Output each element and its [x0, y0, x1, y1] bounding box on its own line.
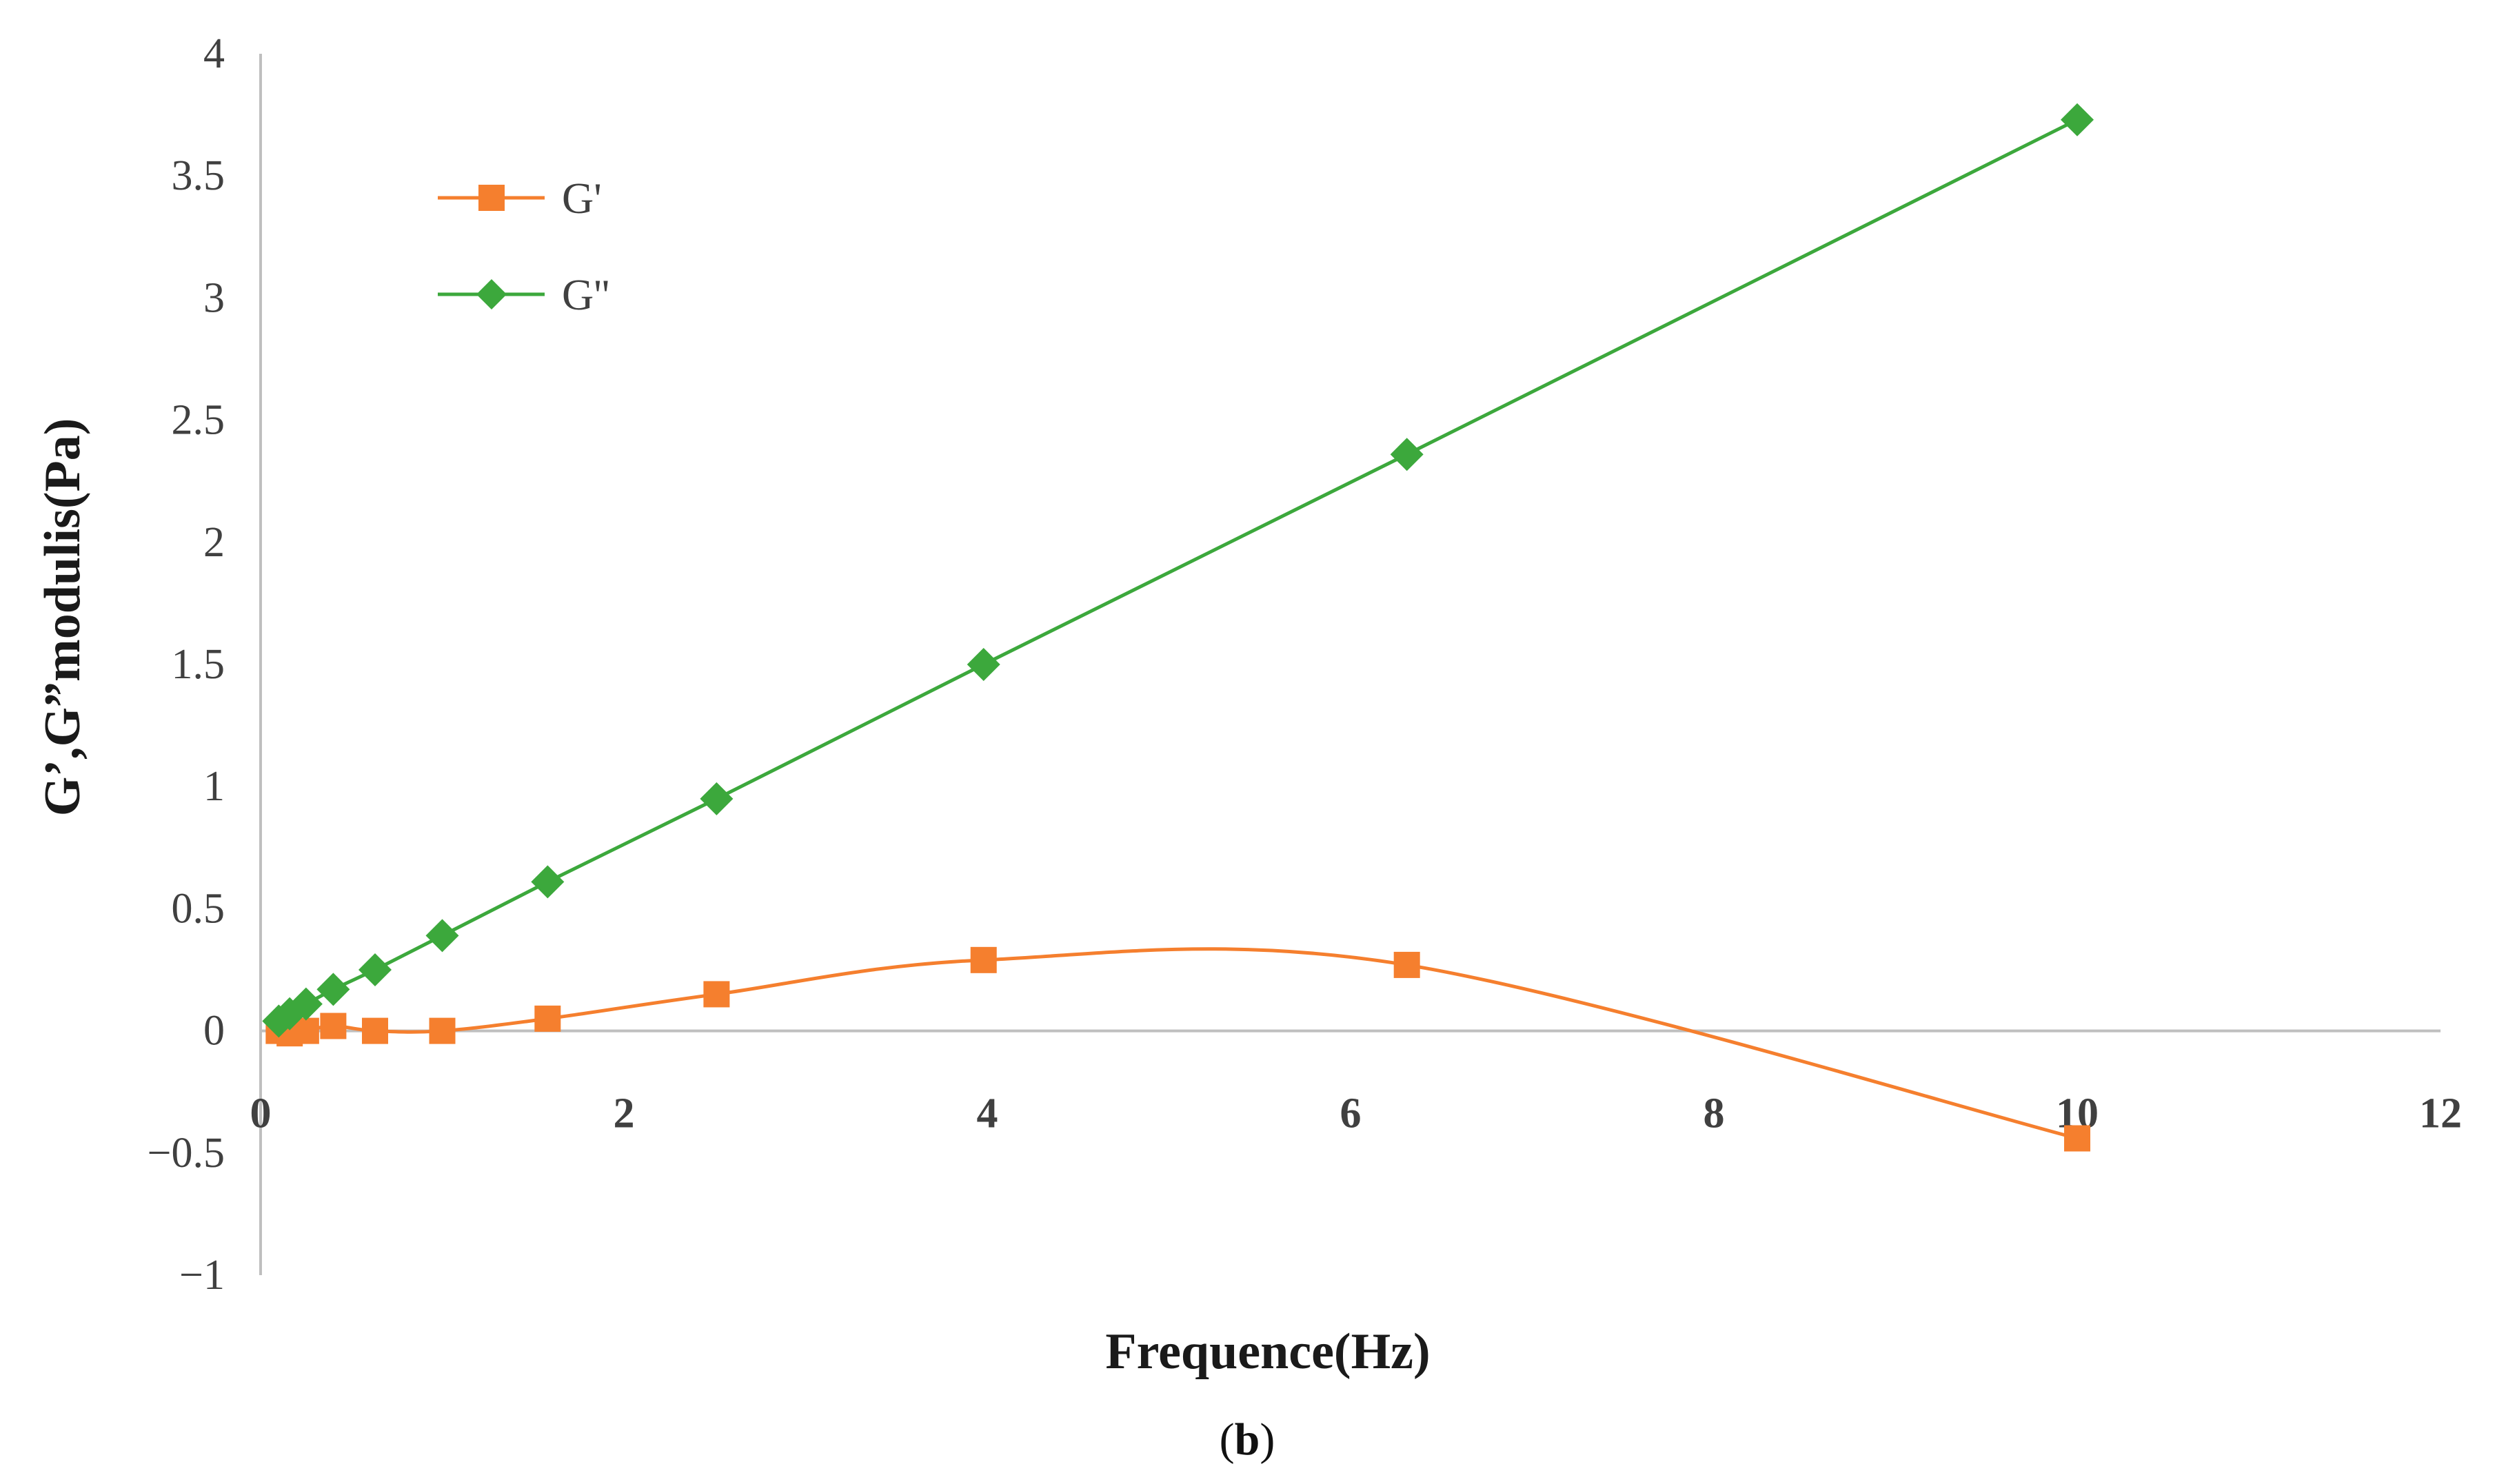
y-tick-label: 1 [203, 763, 225, 810]
data-point-g-double-prime [1390, 438, 1424, 471]
y-tick-label: 3.5 [172, 152, 225, 199]
data-point-g-prime [703, 981, 730, 1008]
y-tick-label: 0 [203, 1008, 225, 1055]
y-tick-label: 4 [203, 30, 225, 77]
data-point-g-prime [362, 1017, 389, 1044]
caption-close: ) [1260, 1414, 1275, 1465]
x-axis-title: Frequence(Hz) [1105, 1323, 1430, 1380]
data-point-g-double-prime [289, 987, 323, 1021]
data-point-g-prime [970, 946, 997, 973]
y-tick-label: −1 [179, 1252, 225, 1299]
legend-item-g-prime: G' [438, 174, 602, 223]
y-tick-label: 0.5 [172, 885, 225, 932]
figure-caption: (b) [1220, 1414, 1275, 1465]
legend-item-g-double-prime: G'' [438, 270, 609, 319]
x-tick-label: 4 [977, 1090, 998, 1137]
data-point-g-prime [429, 1017, 456, 1044]
legend-marker-g-double-prime [476, 279, 507, 309]
data-point-g-double-prime [358, 953, 392, 986]
data-point-g-prime [320, 1013, 347, 1039]
data-point-g-double-prime [2061, 103, 2094, 136]
series-line-g-prime [278, 947, 2078, 1140]
x-tick-label: 0 [250, 1090, 272, 1137]
x-tick-labels: 0 2 4 6 8 10 12 [250, 1090, 2463, 1137]
y-tick-labels: 4 3.5 3 2.5 2 1.5 1 0.5 0 −0.5 −1 [148, 30, 225, 1299]
plot-area: 43.532.521.510.50−0.5−1 0 2 4 6 8 10 12 [148, 30, 2462, 1299]
series-g-prime [265, 946, 2090, 1152]
data-point-g-prime [534, 1005, 561, 1032]
legend-label-g-prime: G' [562, 174, 602, 223]
caption-letter: b [1235, 1414, 1260, 1465]
y-tick-label: 1.5 [172, 641, 225, 688]
data-point-g-double-prime [316, 973, 350, 1006]
x-tick-label: 6 [1340, 1090, 1362, 1137]
caption-open: ( [1220, 1414, 1235, 1465]
legend: G' G'' [438, 174, 609, 319]
y-tick-label: 3 [203, 274, 225, 321]
data-point-g-double-prime [700, 782, 734, 815]
series-g-double-prime [262, 103, 2094, 1038]
y-tick-label: 2 [203, 519, 225, 566]
legend-label-g-double-prime: G'' [562, 270, 609, 319]
data-point-g-prime [2064, 1125, 2090, 1152]
data-point-g-prime [1393, 951, 1420, 978]
x-tick-label: 8 [1704, 1090, 1725, 1137]
data-point-g-double-prime [531, 865, 565, 899]
data-point-g-double-prime [425, 919, 459, 953]
series-layer [262, 103, 2094, 1152]
legend-marker-g-prime [478, 185, 505, 211]
y-tick-label: −0.5 [148, 1130, 225, 1177]
x-tick-label: 12 [2419, 1090, 2462, 1137]
y-axis-title: G’,G”modulis(Pa) [34, 418, 91, 817]
data-point-g-double-prime [967, 648, 1000, 681]
y-tick-label: 2.5 [172, 397, 225, 444]
x-tick-label: 2 [614, 1090, 635, 1137]
